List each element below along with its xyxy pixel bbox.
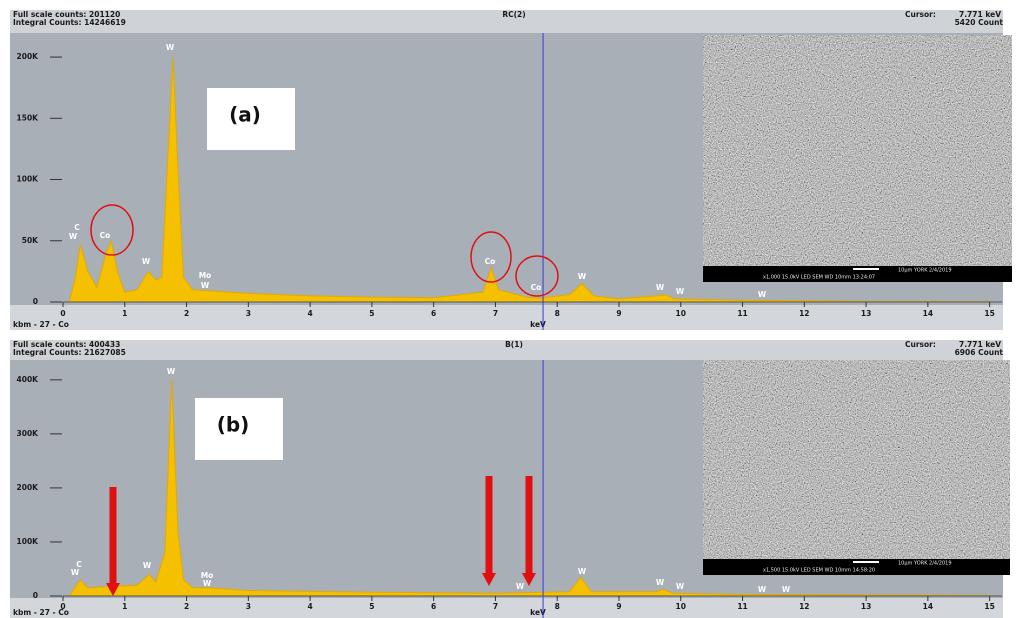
arrow-shaft: [526, 476, 533, 574]
peak-label: C: [74, 223, 80, 232]
cursor-label: Cursor:: [905, 340, 936, 349]
x-tick-label: 1: [122, 602, 127, 611]
peak-label: W: [758, 585, 767, 594]
x-tick-label: 4: [307, 309, 312, 318]
peak-label: W: [166, 43, 175, 52]
sem-info: x1,500 15.0kV LED SEM WD 10mm 14:58:20: [763, 568, 875, 574]
peak-label: Co: [531, 283, 542, 292]
x-tick-label: 13: [861, 309, 871, 318]
cursor-counts: 5420 Count: [955, 18, 1004, 27]
peak-label: Co: [485, 257, 496, 266]
peak-label: W: [758, 290, 767, 299]
x-tick-label: 9: [616, 309, 621, 318]
x-tick-label: 14: [923, 309, 933, 318]
sem-scalebar: [853, 561, 879, 563]
x-tick-label: 13: [861, 602, 871, 611]
sem-scalebar: [853, 268, 879, 270]
panel-label: (b): [217, 413, 250, 437]
sem-info: x1,000 15.0kV LED SEM WD 10mm 13:24:07: [763, 275, 875, 281]
x-tick-label: 0: [60, 309, 65, 318]
x-tick-label: 10: [676, 602, 686, 611]
y-tick-label: 100K: [17, 537, 40, 546]
x-tick-label: 10: [676, 309, 686, 318]
x-tick-label: 12: [799, 602, 809, 611]
x-axis-label: keV: [530, 320, 546, 329]
peak-label: W: [676, 582, 685, 591]
panel-label: (a): [229, 103, 261, 127]
y-tick-label: 0: [33, 591, 38, 600]
peak-label: W: [676, 287, 685, 296]
sem-image: [703, 35, 1012, 266]
x-tick-label: 5: [369, 309, 374, 318]
arrow-shaft: [486, 476, 493, 574]
y-tick-label: 150K: [17, 113, 40, 122]
header-text: Integral Counts: 21627085: [13, 348, 126, 357]
eds-figure: Full scale counts: 201120Integral Counts…: [0, 0, 1019, 618]
x-tick-label: 14: [923, 602, 933, 611]
y-tick-label: 200K: [17, 52, 40, 61]
peak-label: W: [578, 567, 587, 576]
y-tick-label: 100K: [17, 175, 40, 184]
x-tick-label: 11: [737, 309, 747, 318]
chart-title: B(1): [505, 340, 523, 349]
x-axis-label: keV: [530, 608, 546, 617]
peak-label: W: [143, 561, 152, 570]
y-tick-label: 200K: [17, 483, 40, 492]
y-tick-label: 50K: [22, 236, 39, 245]
sem-info: 10µm YORK 2/4/2019: [898, 268, 952, 274]
x-tick-label: 4: [307, 602, 312, 611]
arrow-shaft: [110, 487, 117, 584]
x-tick-label: 6: [431, 309, 436, 318]
x-tick-label: 3: [246, 602, 251, 611]
x-tick-label: 7: [493, 602, 498, 611]
x-tick-label: 7: [493, 309, 498, 318]
axis-strip: [10, 305, 1003, 330]
peak-label: W: [201, 281, 210, 290]
peak-label: W: [782, 585, 791, 594]
y-tick-label: 300K: [17, 429, 40, 438]
footer-text: kbm - 27 - Co: [13, 320, 69, 329]
peak-label: W: [656, 283, 665, 292]
y-tick-label: 400K: [17, 375, 40, 384]
peak-label: W: [516, 582, 525, 591]
cursor-label: Cursor:: [905, 10, 936, 19]
x-tick-label: 6: [431, 602, 436, 611]
cursor-counts: 6906 Count: [955, 348, 1004, 357]
x-tick-label: 15: [984, 309, 994, 318]
chart-title: RC(2): [502, 10, 525, 19]
peak-label: W: [203, 579, 212, 588]
x-tick-label: 2: [184, 309, 189, 318]
sem-info: 10µm YORK 2/4/2019: [898, 561, 952, 567]
x-tick-label: 8: [555, 309, 560, 318]
peak-label: W: [71, 568, 80, 577]
x-tick-label: 12: [799, 309, 809, 318]
x-tick-label: 1: [122, 309, 127, 318]
x-tick-label: 11: [737, 602, 747, 611]
sem-image: [703, 360, 1010, 559]
x-tick-label: 8: [555, 602, 560, 611]
peak-label: Mo: [199, 271, 212, 280]
axis-strip: [10, 598, 1003, 618]
y-tick-label: 0: [33, 297, 38, 306]
header-text: Integral Counts: 14246619: [13, 18, 126, 27]
peak-label: W: [142, 257, 151, 266]
peak-label: W: [578, 272, 587, 281]
peak-label: W: [167, 367, 176, 376]
peak-label: W: [69, 232, 78, 241]
peak-label: Co: [100, 231, 111, 240]
x-tick-label: 5: [369, 602, 374, 611]
x-tick-label: 2: [184, 602, 189, 611]
x-tick-label: 9: [616, 602, 621, 611]
x-tick-label: 15: [984, 602, 994, 611]
peak-label: W: [656, 578, 665, 587]
footer-text: kbm - 27 - Co: [13, 608, 69, 617]
x-tick-label: 3: [246, 309, 251, 318]
